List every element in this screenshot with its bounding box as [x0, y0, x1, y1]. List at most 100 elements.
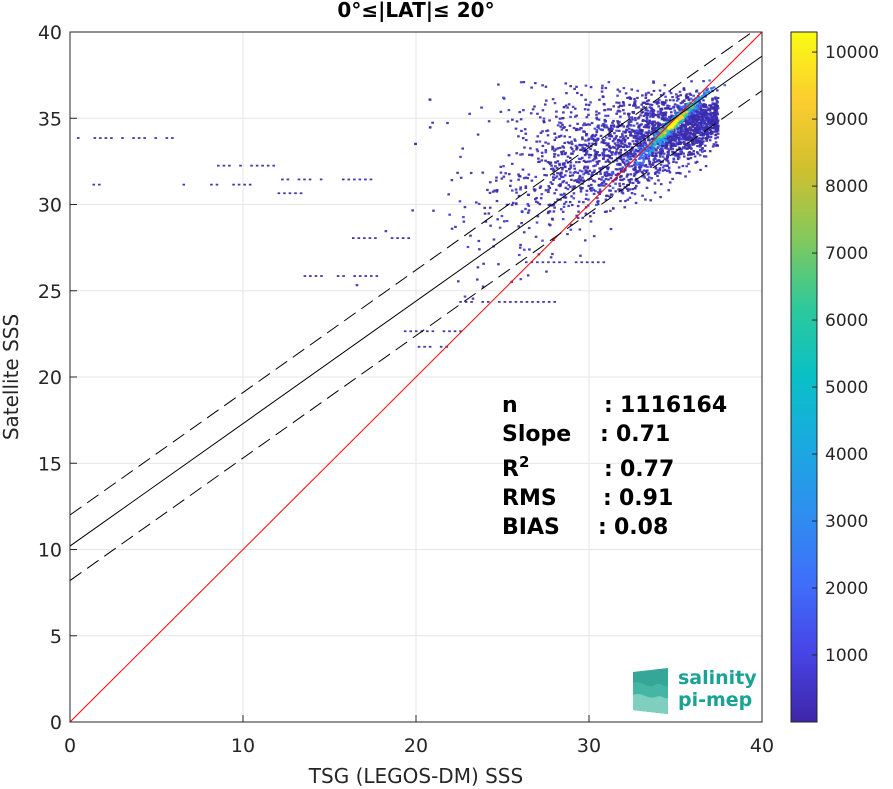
density-cell [572, 185, 575, 188]
density-cell [659, 112, 663, 115]
density-cell [620, 191, 624, 194]
density-cell [680, 121, 683, 124]
density-cell [710, 87, 714, 90]
density-cell [641, 162, 644, 165]
density-cell [649, 115, 652, 118]
density-cell [597, 159, 601, 163]
density-cell [431, 121, 434, 124]
density-cell [616, 168, 619, 171]
density-cell [668, 130, 672, 134]
density-cell [638, 168, 642, 171]
density-cell [687, 134, 690, 137]
density-cell [570, 142, 574, 146]
density-cell [653, 155, 657, 158]
density-cell [535, 200, 538, 203]
density-cell [531, 108, 535, 111]
density-cell [309, 275, 312, 277]
density-cell [702, 121, 705, 124]
density-cell [587, 153, 591, 156]
y-tick-label: 25 [38, 281, 62, 303]
density-cell [540, 159, 544, 162]
density-cell [591, 261, 595, 264]
density-cell [686, 153, 690, 157]
density-cell [624, 92, 628, 95]
stat-value: 0.77 [620, 457, 674, 482]
density-cell [697, 137, 701, 140]
density-cell [656, 174, 659, 178]
density-cell [701, 137, 705, 140]
density-cell [643, 141, 647, 144]
density-cell [677, 134, 680, 137]
density-cell [541, 144, 545, 148]
density-cell [645, 115, 649, 118]
x-tick-label: 40 [750, 735, 774, 757]
density-cell [682, 112, 686, 115]
density-cell [559, 208, 563, 211]
density-cell [544, 141, 547, 144]
density-cell [667, 189, 671, 192]
density-cell [689, 134, 692, 137]
density-cell [603, 184, 606, 187]
density-cell [590, 189, 593, 192]
density-cell [622, 86, 626, 90]
density-cell [704, 165, 708, 168]
density-cell [684, 175, 687, 178]
density-cell [548, 119, 551, 122]
fit-lower-line [70, 90, 762, 581]
density-cell [633, 161, 637, 164]
density-cell [634, 153, 638, 156]
density-cell [580, 170, 584, 173]
density-cell [698, 111, 702, 114]
stat-label: RMS [502, 486, 557, 511]
density-cell [358, 275, 362, 277]
density-cell [676, 118, 680, 121]
density-cell [716, 126, 720, 129]
density-cell [648, 153, 651, 156]
density-cell [662, 92, 666, 95]
density-cell [572, 150, 575, 153]
density-cell [603, 120, 607, 123]
density-cell [660, 117, 664, 120]
density-cell [641, 101, 645, 104]
density-cell [694, 127, 697, 130]
density-cell [559, 198, 562, 201]
density-cell [604, 86, 608, 90]
density-cell [552, 173, 556, 176]
density-cell [621, 166, 625, 169]
density-cell [561, 116, 565, 120]
density-cell [595, 131, 599, 134]
density-cell [680, 151, 684, 154]
density-cell [608, 184, 612, 188]
density-cell [703, 127, 707, 130]
density-cell [540, 155, 544, 158]
density-cell [704, 116, 708, 120]
density-cell [683, 142, 686, 146]
density-cell [681, 101, 684, 104]
density-cell [668, 136, 672, 139]
density-cell [533, 198, 537, 201]
density-cell [537, 157, 540, 160]
density-cell [702, 132, 706, 136]
density-cell [618, 167, 622, 170]
density-cell [484, 220, 488, 223]
density-cell [626, 189, 630, 192]
density-cell [518, 175, 522, 178]
density-cell [647, 136, 650, 140]
density-cell [541, 261, 545, 264]
density-cell [692, 152, 696, 155]
density-cell [672, 127, 676, 131]
density-cell [600, 124, 604, 127]
density-cell [712, 120, 716, 123]
density-cell [630, 128, 634, 131]
density-cell [647, 91, 650, 94]
density-cell [616, 163, 619, 166]
density-cell [700, 150, 704, 153]
density-cell [551, 182, 554, 186]
density-cell [560, 193, 564, 196]
density-cell [573, 179, 576, 182]
density-cell [628, 188, 632, 191]
density-cell [638, 135, 642, 138]
density-cell [657, 171, 661, 174]
density-cell [657, 142, 660, 146]
density-cell [714, 113, 718, 117]
